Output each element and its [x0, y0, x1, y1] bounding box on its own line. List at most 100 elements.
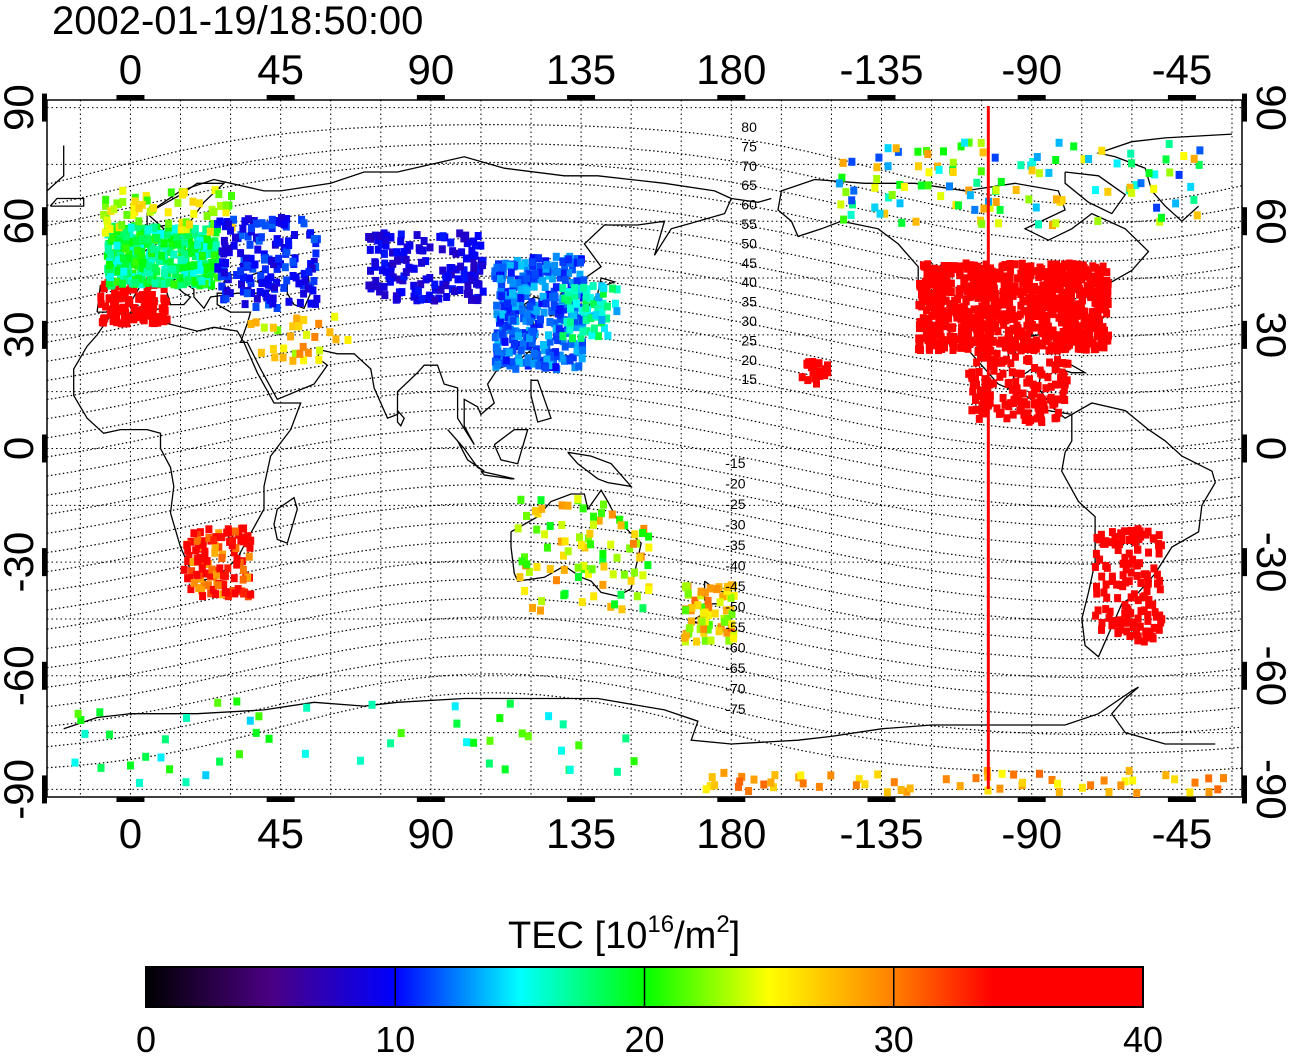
- tec-cell: [1049, 332, 1057, 341]
- tec-cell: [978, 293, 986, 301]
- tec-cell: [1078, 294, 1086, 303]
- tec-cell: [176, 274, 184, 283]
- tec-cell: [620, 570, 628, 579]
- tec-cell: [301, 749, 309, 758]
- tec-cell: [1220, 774, 1227, 783]
- tec-cell: [1043, 279, 1051, 288]
- tec-cell: [529, 254, 537, 263]
- tec-cell: [120, 313, 128, 322]
- tec-cell: [1053, 195, 1060, 204]
- frame-tick-right: [1242, 434, 1247, 463]
- tec-cell: [1038, 397, 1046, 406]
- tec-cell: [535, 262, 543, 271]
- tec-cell: [572, 323, 580, 332]
- tec-cell: [898, 218, 906, 227]
- tec-cell: [280, 220, 288, 229]
- tec-cell: [382, 241, 390, 250]
- tec-cell: [548, 266, 556, 275]
- tec-cell: [981, 353, 989, 362]
- coastline-segment: [47, 133, 1233, 223]
- tec-cell: [74, 709, 82, 718]
- tec-cell: [309, 286, 317, 295]
- tec-cell: [916, 339, 924, 348]
- tec-cell: [961, 274, 969, 283]
- tec-cell: [542, 363, 550, 372]
- tec-cell: [1193, 211, 1201, 220]
- tec-cell: [129, 210, 137, 219]
- tec-cell: [208, 281, 216, 290]
- tec-cell: [1007, 283, 1015, 292]
- tec-cell: [1017, 346, 1025, 355]
- tec-cell: [144, 239, 152, 248]
- tec-cell: [112, 298, 120, 307]
- tec-cell: [233, 560, 241, 569]
- mag-lat-label: 60: [741, 197, 757, 213]
- tec-cell: [1033, 302, 1041, 311]
- tec-cell: [574, 495, 582, 504]
- tec-cell: [1021, 416, 1029, 424]
- tec-cell: [523, 274, 531, 283]
- tec-cell: [271, 353, 279, 362]
- tec-cell: [1111, 533, 1119, 541]
- tec-cell: [940, 147, 947, 156]
- tec-cell: [760, 780, 768, 789]
- tec-cell: [198, 252, 206, 260]
- tec-cell: [254, 245, 262, 254]
- tec-cell: [278, 214, 285, 222]
- tec-cell: [566, 325, 574, 334]
- tec-cell: [133, 257, 141, 266]
- coastline-segment: [493, 428, 529, 465]
- tec-cell: [1054, 262, 1062, 271]
- tec-cell: [922, 330, 930, 339]
- tec-cell: [97, 299, 105, 308]
- tec-cell: [469, 271, 477, 280]
- tec-cell: [1014, 369, 1021, 378]
- tec-cell: [609, 570, 617, 579]
- tec-cell: [465, 271, 473, 280]
- tec-cell: [310, 277, 318, 285]
- tec-cell: [244, 215, 252, 224]
- tec-cell: [237, 231, 245, 240]
- tec-cell: [188, 567, 196, 576]
- tec-cell: [715, 627, 723, 636]
- tec-cell: [631, 530, 639, 539]
- tec-cell: [538, 299, 546, 307]
- tec-cell: [1100, 776, 1108, 785]
- tec-cell: [965, 308, 973, 317]
- tec-cell: [936, 324, 944, 333]
- tec-cell: [613, 285, 621, 294]
- frame-tick-right: [1242, 320, 1247, 349]
- tec-cell: [577, 258, 584, 267]
- tec-cell: [592, 311, 600, 320]
- tec-cell: [190, 529, 198, 538]
- tec-cell: [1020, 287, 1028, 296]
- tec-cell: [629, 539, 637, 548]
- tec-cell: [269, 345, 277, 353]
- frame-tick-bottom: [116, 797, 145, 802]
- tec-cell: [127, 223, 135, 232]
- tec-cell: [835, 179, 843, 188]
- tec-cell: [182, 225, 190, 234]
- tec-cell: [881, 209, 889, 218]
- tec-cell: [705, 620, 713, 629]
- frame-tick-left: [42, 434, 47, 463]
- tec-cell: [590, 520, 597, 529]
- tec-cell: [244, 573, 252, 582]
- tec-cell: [684, 589, 692, 598]
- tec-cell: [101, 280, 109, 289]
- tec-cell: [426, 243, 434, 252]
- tec-cell: [405, 263, 413, 272]
- tec-cell: [964, 344, 972, 353]
- tec-cell: [837, 200, 845, 209]
- tec-cell: [559, 332, 567, 341]
- tec-cell: [218, 282, 226, 291]
- tec-cell: [979, 148, 987, 157]
- frame-tick-bottom: [567, 797, 596, 802]
- tec-cell: [1014, 287, 1022, 296]
- tec-cell: [518, 306, 526, 315]
- tec-cell: [923, 306, 930, 315]
- tec-cell: [134, 246, 141, 255]
- tec-cell: [1108, 528, 1116, 537]
- tec-cell: [926, 345, 933, 354]
